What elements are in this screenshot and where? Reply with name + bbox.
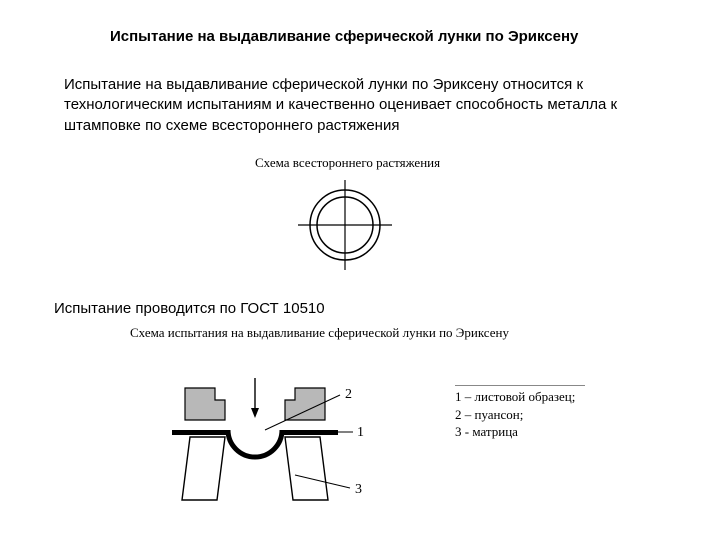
page-title: Испытание на выдавливание сферической лу…: [110, 28, 578, 45]
figure2: 2 1 3: [165, 370, 425, 525]
legend: 1 – листовой образец; 2 – пуансон; 3 - м…: [455, 385, 585, 441]
legend-3: 3 - матрица: [455, 423, 585, 441]
legend-1: 1 – листовой образец;: [455, 388, 585, 406]
legend-2: 2 – пуансон;: [455, 406, 585, 424]
figure2-caption: Схема испытания на выдавливание сферичес…: [130, 325, 509, 341]
gost-line: Испытание проводится по ГОСТ 10510: [54, 300, 325, 317]
label-3: 3: [355, 482, 362, 497]
erichsen-scheme-svg: 2 1 3: [165, 370, 425, 520]
matrix-left: [182, 437, 225, 500]
stretch-scheme-svg: [290, 175, 400, 275]
sheet-left: [172, 430, 228, 435]
leader-3: [295, 475, 350, 488]
label-1: 1: [357, 425, 364, 440]
cup-outer: [228, 430, 282, 457]
matrix-right: [285, 437, 328, 500]
intro-paragraph: Испытание на выдавливание сферической лу…: [64, 75, 664, 136]
sheet-right: [282, 430, 338, 435]
die-right: [285, 388, 325, 420]
die-left: [185, 388, 225, 420]
force-arrow-head: [251, 408, 259, 418]
label-2: 2: [345, 387, 352, 402]
figure1: [290, 175, 400, 280]
figure1-caption: Схема всестороннего растяжения: [255, 155, 440, 171]
